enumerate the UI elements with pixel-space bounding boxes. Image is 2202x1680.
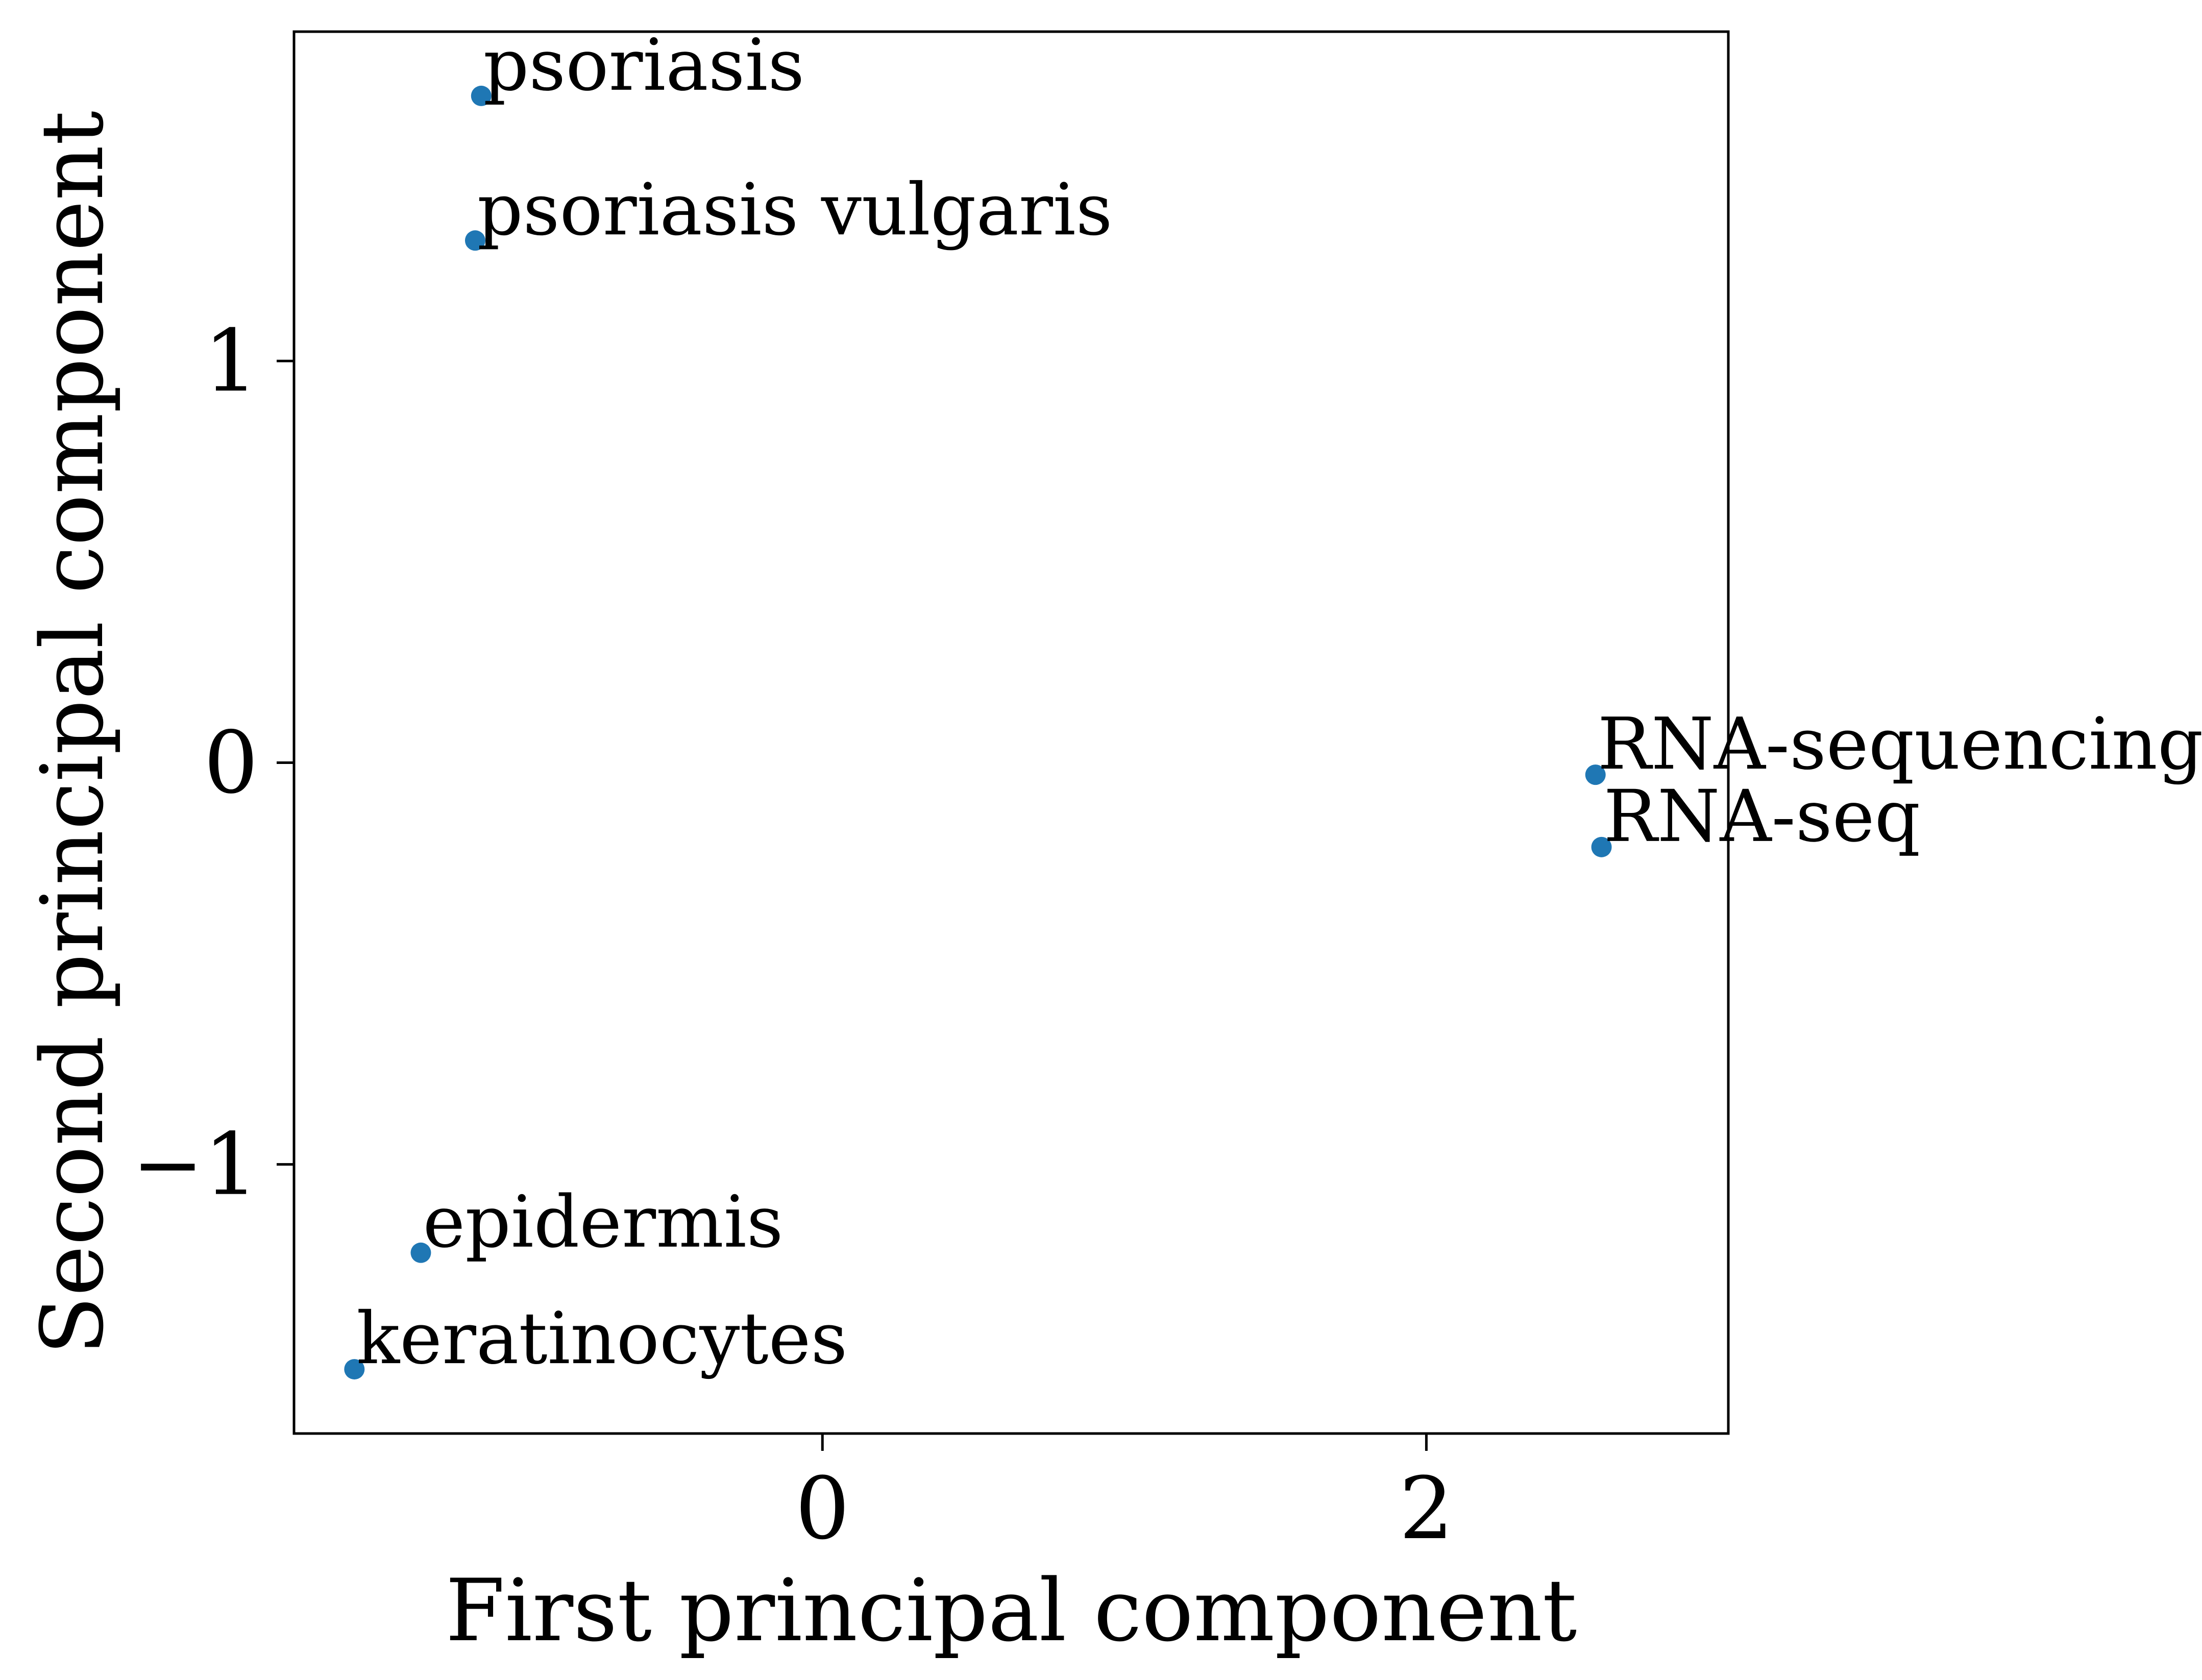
data-point-label: RNA-sequencing <box>1598 703 2202 786</box>
plot-area-frame <box>292 30 1730 1435</box>
data-point <box>1585 764 1606 785</box>
y-tick-label: 1 <box>204 311 258 411</box>
data-point-label: psoriasis vulgaris <box>477 168 1113 252</box>
x-axis-label: First principal component <box>446 1561 1577 1661</box>
data-point-label: keratinocytes <box>356 1297 847 1380</box>
y-axis-label: Second principal component <box>22 111 123 1355</box>
data-point <box>344 1359 365 1380</box>
data-point <box>464 230 485 251</box>
data-point <box>410 1242 431 1263</box>
data-point-label: RNA-seq <box>1604 775 1921 858</box>
data-point-label: psoriasis <box>483 24 804 107</box>
y-tick-label: 0 <box>204 713 258 813</box>
data-point-label: epidermis <box>423 1181 783 1264</box>
y-tick-label: −1 <box>132 1115 258 1215</box>
y-axis-ticks: −1 0 1 <box>132 311 294 1215</box>
x-tick-label: 2 <box>1399 1459 1454 1559</box>
data-point <box>1591 836 1612 857</box>
x-tick-label: 0 <box>795 1459 850 1559</box>
scatter-points: psoriasis psoriasis vulgaris RNA-sequencin… <box>344 24 2202 1380</box>
data-point <box>471 85 492 106</box>
